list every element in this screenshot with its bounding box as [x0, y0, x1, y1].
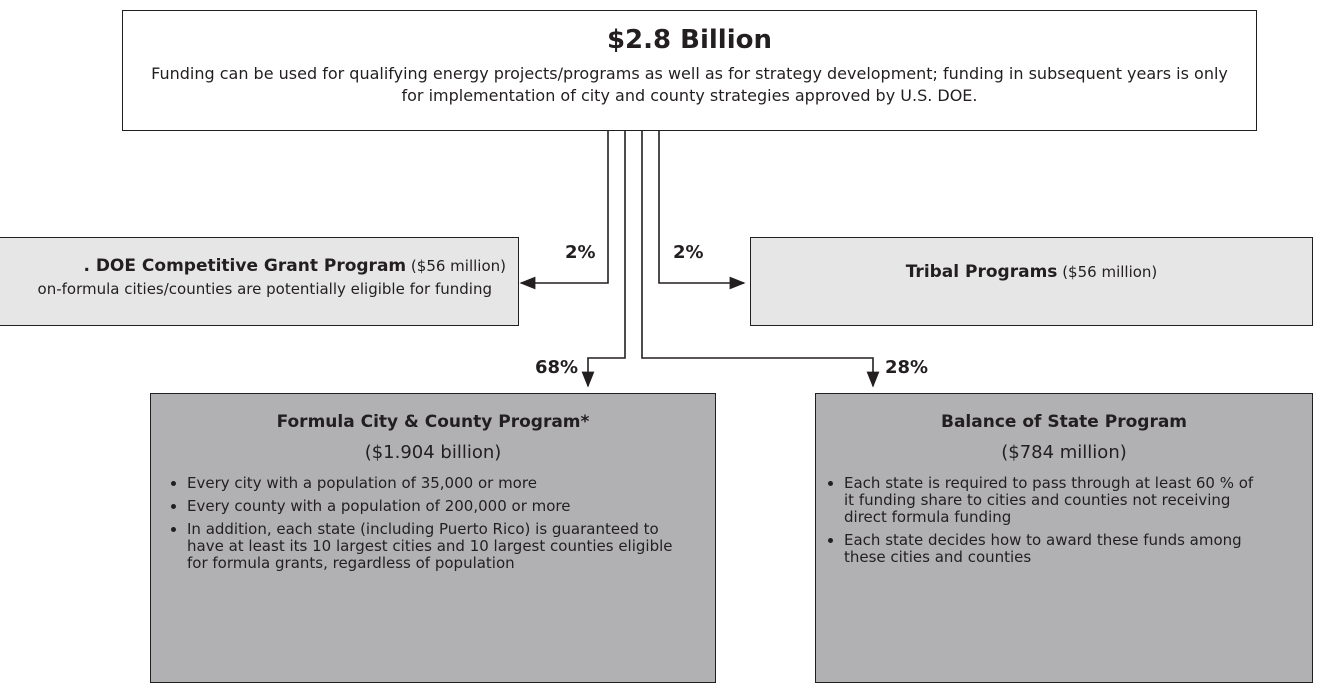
- box-heading: . DOE Competitive Grant Program ($56 mil…: [0, 256, 506, 276]
- arrow-formula: [581, 130, 626, 388]
- program-amount: ($1.904 billion): [364, 442, 502, 463]
- formula-box: Formula City & County Program* ($1.904 b…: [150, 393, 716, 683]
- bullet-list: Every city with a population of 35,000 o…: [165, 475, 685, 572]
- header-title: $2.8 Billion: [606, 25, 773, 55]
- percent: 28%: [885, 357, 929, 378]
- tribal-box: Tribal Programs ($56 million): [750, 237, 1313, 326]
- page: $2.8 Billion Funding can be used for qua…: [0, 0, 1329, 669]
- arrow-tribal: [658, 130, 746, 290]
- bullet: Each state decides how to award these fu…: [844, 532, 1262, 566]
- program-name: Balance of State Program: [940, 412, 1188, 432]
- program-amount: ($784 million): [1001, 442, 1127, 463]
- percent: 68%: [535, 357, 579, 378]
- header-box: $2.8 Billion Funding can be used for qua…: [122, 10, 1257, 131]
- program-name: Formula City & County Program*: [276, 412, 590, 432]
- program-name: . DOE Competitive Grant Program: [83, 256, 407, 276]
- box-heading: Tribal Programs ($56 million): [751, 262, 1312, 282]
- competitive-box: . DOE Competitive Grant Program ($56 mil…: [0, 237, 519, 326]
- state-box: Balance of State Program ($784 million) …: [815, 393, 1313, 683]
- program-amount: ($56 million): [1062, 263, 1158, 281]
- bullet: Each state is required to pass through a…: [844, 475, 1262, 526]
- bullet-list: Each state is required to pass through a…: [822, 475, 1262, 566]
- bullet: Every city with a population of 35,000 o…: [187, 475, 685, 492]
- percent: 2%: [565, 242, 596, 263]
- bullet: In addition, each state (including Puert…: [187, 521, 685, 572]
- header-description: Funding can be used for qualifying energ…: [151, 64, 1228, 105]
- program-name: Tribal Programs: [905, 262, 1058, 282]
- arrow-state: [641, 130, 880, 388]
- percent: 2%: [673, 242, 704, 263]
- arrow-competitive: [519, 130, 609, 290]
- program-description: on-formula cities/counties are potential…: [37, 280, 492, 298]
- bullet: Every county with a population of 200,00…: [187, 498, 685, 515]
- program-amount: ($56 million): [410, 257, 506, 275]
- connectors: [519, 130, 880, 388]
